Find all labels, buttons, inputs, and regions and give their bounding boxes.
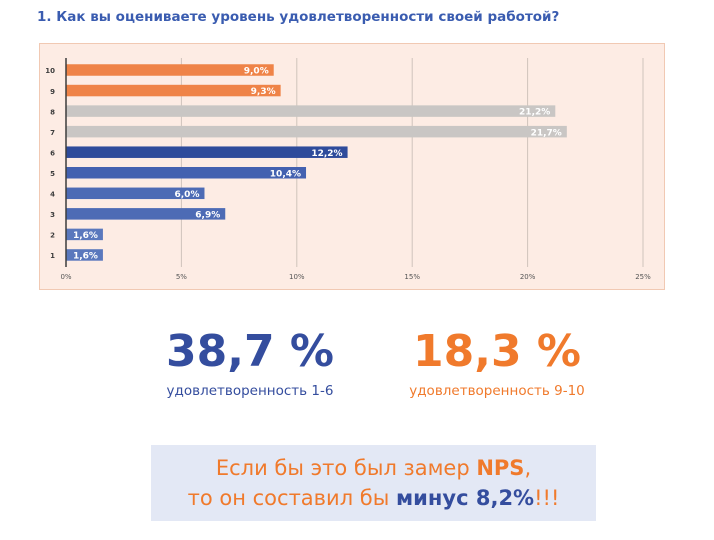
nps-line-1: Если бы это был замер NPS,	[151, 453, 596, 483]
bar	[66, 228, 103, 241]
category-label: 8	[50, 108, 55, 116]
x-tick-label: 25%	[635, 273, 651, 281]
x-tick-label: 5%	[176, 273, 187, 281]
bar	[66, 167, 307, 179]
stat-satisfaction-9-10: 18,3 % удовлетворенность 9-10	[392, 326, 602, 400]
stat-label: удовлетворенность 9-10	[409, 383, 585, 399]
nps-line-1-prefix: Если бы это был замер	[215, 456, 477, 480]
bar	[66, 105, 556, 117]
bar-value-label: 1,6%	[73, 252, 98, 262]
x-tick-label: 10%	[289, 273, 305, 281]
category-label: 5	[50, 170, 55, 178]
page-title: 1. Как вы оцениваете уровень удовлетворе…	[37, 9, 560, 25]
nps-callout: Если бы это был замер NPS, то он состави…	[151, 445, 596, 521]
category-label: 10	[45, 67, 55, 75]
bar	[66, 187, 205, 200]
nps-result: минус 8,2%	[396, 486, 535, 510]
x-tick-label: 20%	[520, 273, 536, 281]
bar-value-label: 6,0%	[175, 190, 200, 200]
bar-value-label: 6,9%	[195, 210, 220, 220]
x-tick-label: 0%	[60, 273, 71, 281]
bar	[66, 125, 567, 138]
bar-value-label: 21,2%	[519, 108, 550, 118]
stat-satisfaction-1-6: 38,7 % удовлетворенность 1-6	[150, 326, 350, 400]
nps-line-2: то он составил бы минус 8,2%!!!	[151, 483, 596, 513]
bar-value-label: 12,2%	[311, 149, 342, 159]
category-label: 6	[50, 149, 55, 157]
bar-chart: 9,0% 10 9,3% 9 21,2% 8 21,7% 7 12,2% 6 10,4% 5 6,0% 4…	[45, 58, 651, 281]
nps-line-2-prefix: то он составил бы	[187, 486, 397, 510]
bar	[66, 64, 274, 76]
nps-highlight: NPS	[476, 456, 525, 480]
bar-chart-panel: 9,0% 10 9,3% 9 21,2% 8 21,7% 7 12,2% 6 10,4% 5 6,0% 4…	[39, 43, 665, 290]
bar	[66, 146, 348, 158]
category-label: 3	[50, 211, 55, 219]
category-label: 7	[50, 129, 55, 137]
category-label: 1	[50, 252, 55, 260]
bar	[66, 84, 281, 97]
bar	[66, 249, 103, 261]
bar-value-label: 9,0%	[244, 67, 269, 77]
nps-line-1-suffix: ,	[524, 456, 532, 480]
stat-value: 38,7 %	[166, 326, 334, 377]
category-label: 2	[50, 232, 55, 240]
bar-value-label: 10,4%	[270, 169, 301, 179]
stat-value: 18,3 %	[413, 326, 581, 377]
stat-label: удовлетворенность 1-6	[166, 383, 334, 399]
bar-value-label: 21,7%	[531, 128, 562, 138]
bar-value-label: 9,3%	[251, 87, 276, 97]
category-label: 4	[50, 191, 55, 199]
nps-line-2-suffix: !!!	[534, 486, 560, 510]
bar	[66, 208, 226, 220]
x-tick-label: 15%	[404, 273, 420, 281]
category-label: 9	[50, 88, 55, 96]
bar-value-label: 1,6%	[73, 231, 98, 241]
